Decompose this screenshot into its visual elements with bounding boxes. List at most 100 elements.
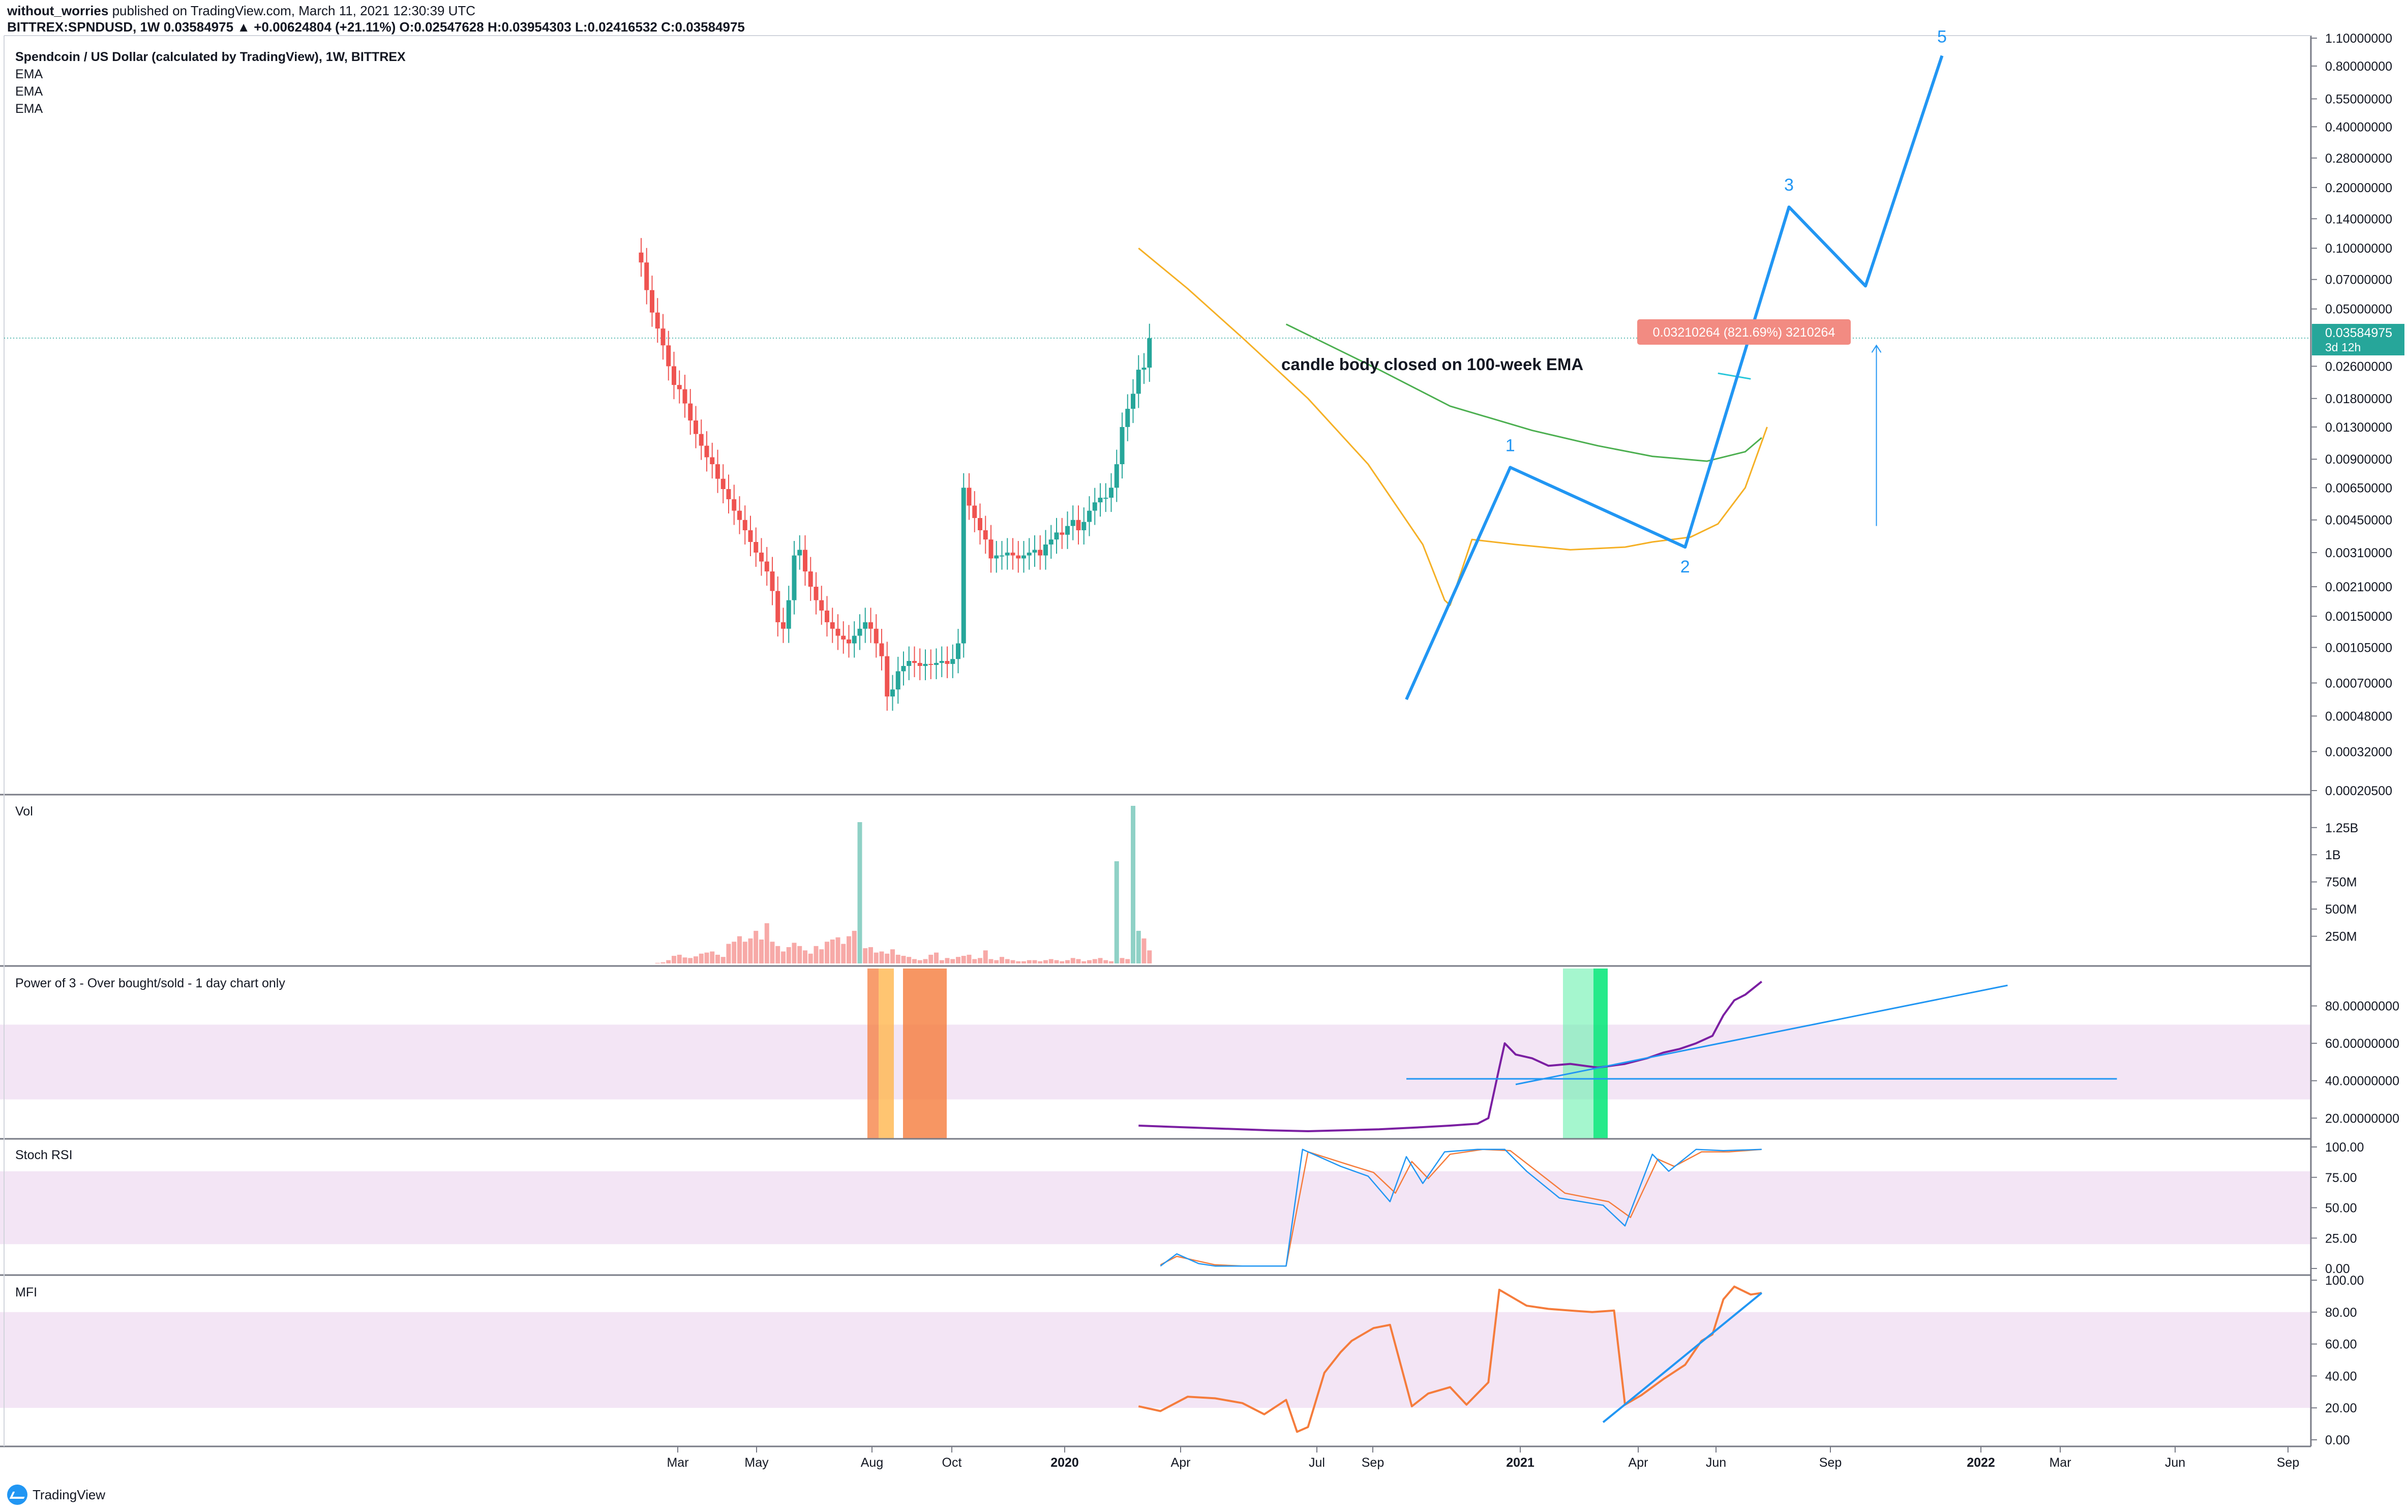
candle[interactable] (655, 312, 660, 329)
volume-bar[interactable] (682, 957, 687, 963)
candle[interactable] (912, 661, 917, 663)
candle[interactable] (732, 499, 737, 511)
volume-bar[interactable] (917, 960, 922, 963)
volume-bar[interactable] (907, 957, 912, 963)
volume-bar[interactable] (1021, 961, 1026, 963)
volume-bar[interactable] (1141, 938, 1147, 963)
volume-bar[interactable] (1048, 959, 1054, 963)
candle[interactable] (868, 622, 873, 629)
volume-bar[interactable] (1147, 950, 1152, 963)
volume-bar[interactable] (1054, 960, 1059, 963)
volume-bar[interactable] (994, 960, 999, 963)
ema-legend-1[interactable]: EMA (15, 67, 43, 81)
candle[interactable] (726, 489, 731, 499)
volume-bar[interactable] (1081, 961, 1087, 963)
candle[interactable] (1141, 368, 1147, 370)
candle[interactable] (1114, 464, 1119, 488)
vol-pane-title[interactable]: Vol (15, 804, 33, 819)
volume-bar[interactable] (803, 950, 807, 963)
volume-bar[interactable] (825, 942, 829, 963)
volume-bar[interactable] (797, 946, 802, 963)
target-box[interactable] (1637, 319, 1851, 345)
volume-bar[interactable] (694, 956, 698, 963)
volume-bar[interactable] (660, 962, 666, 963)
volume-bar[interactable] (1027, 960, 1032, 963)
volume-bar[interactable] (1131, 806, 1135, 963)
candle[interactable] (1048, 539, 1054, 545)
candle[interactable] (694, 420, 698, 434)
volume-bar[interactable] (868, 947, 873, 963)
candle[interactable] (742, 520, 747, 530)
volume-bar[interactable] (1043, 960, 1048, 963)
candle[interactable] (786, 600, 791, 629)
volume-bar[interactable] (852, 930, 857, 963)
candle[interactable] (1027, 552, 1032, 556)
volume-bar[interactable] (754, 930, 759, 963)
volume-bar[interactable] (1000, 957, 1004, 963)
candle[interactable] (644, 262, 649, 290)
candle[interactable] (792, 555, 797, 600)
candle[interactable] (1032, 550, 1037, 553)
candle[interactable] (847, 639, 851, 644)
volume-bar[interactable] (983, 950, 988, 963)
candle[interactable] (775, 591, 780, 622)
volume-bar[interactable] (1114, 861, 1119, 963)
candle[interactable] (720, 478, 726, 489)
candle[interactable] (1103, 497, 1108, 499)
candle[interactable] (1147, 338, 1152, 368)
candle[interactable] (759, 552, 764, 562)
candle[interactable] (699, 434, 704, 446)
candle[interactable] (666, 345, 671, 367)
candle[interactable] (1000, 555, 1004, 557)
volume-bar[interactable] (715, 954, 720, 963)
volume-bar[interactable] (792, 943, 797, 963)
mfi-pane-title[interactable]: MFI (15, 1285, 38, 1299)
volume-bar[interactable] (890, 949, 895, 963)
volume-bar[interactable] (1016, 961, 1021, 963)
ema-legend-2[interactable]: EMA (15, 84, 43, 99)
candle[interactable] (825, 610, 829, 622)
candle[interactable] (1043, 544, 1048, 556)
candle[interactable] (710, 457, 715, 465)
candle[interactable] (983, 530, 988, 540)
candle[interactable] (819, 600, 824, 611)
volume-bar[interactable] (732, 942, 737, 963)
candle[interactable] (1010, 552, 1015, 556)
candle[interactable] (967, 488, 972, 506)
candle[interactable] (1087, 510, 1092, 522)
volume-bar[interactable] (1038, 961, 1043, 963)
volume-bar[interactable] (672, 956, 676, 963)
candle[interactable] (1081, 522, 1087, 530)
volume-bar[interactable] (814, 946, 819, 963)
volume-bar[interactable] (770, 942, 775, 963)
candle[interactable] (939, 661, 944, 663)
volume-bar[interactable] (978, 958, 982, 963)
volume-bar[interactable] (677, 954, 682, 963)
candle[interactable] (781, 622, 786, 629)
candle[interactable] (650, 290, 654, 313)
candle[interactable] (956, 643, 960, 659)
candle[interactable] (830, 622, 835, 629)
candle[interactable] (923, 663, 928, 666)
candle[interactable] (874, 628, 879, 644)
volume-bar[interactable] (1098, 958, 1103, 963)
volume-bar[interactable] (972, 959, 977, 963)
candle[interactable] (978, 518, 982, 530)
candle[interactable] (814, 587, 819, 600)
stoch-pane-title[interactable]: Stoch RSI (15, 1148, 73, 1162)
candle[interactable] (1109, 488, 1113, 498)
volume-bar[interactable] (939, 960, 944, 963)
candle[interactable] (961, 488, 966, 644)
volume-bar[interactable] (1125, 959, 1130, 963)
candle[interactable] (885, 656, 890, 697)
volume-bar[interactable] (928, 954, 934, 963)
volume-bar[interactable] (699, 953, 704, 963)
candle[interactable] (797, 550, 802, 556)
candle[interactable] (1060, 532, 1065, 535)
candle[interactable] (803, 550, 807, 571)
volume-bar[interactable] (1065, 960, 1070, 963)
volume-bar[interactable] (988, 959, 994, 963)
candle[interactable] (879, 643, 884, 656)
volume-bar[interactable] (737, 936, 742, 963)
